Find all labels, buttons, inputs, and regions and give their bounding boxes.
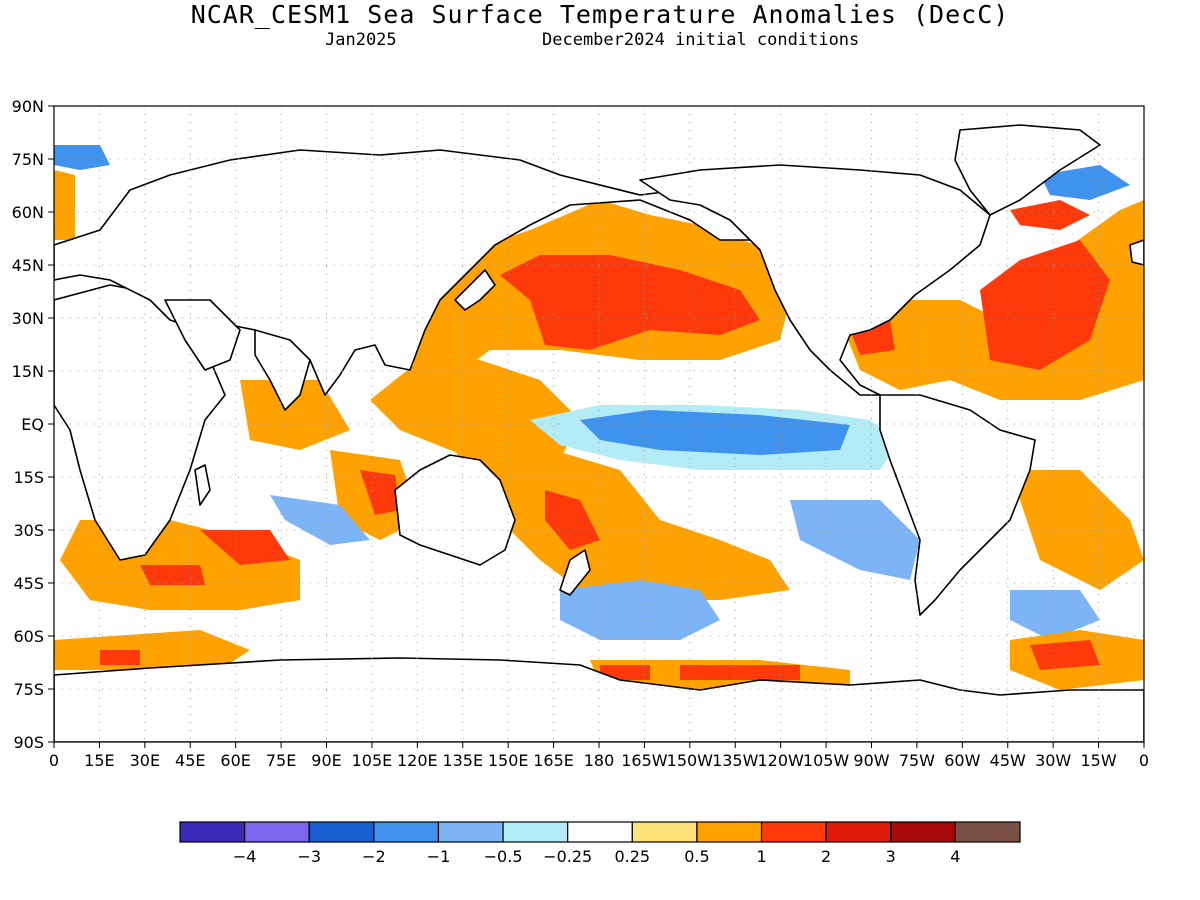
colorbar-swatch — [373, 821, 440, 843]
lon-tick-label: 90W — [853, 751, 889, 770]
lon-tick-label: 105W — [803, 751, 850, 770]
lat-tick-label: 45N — [12, 256, 44, 275]
colorbar-label: 2 — [821, 847, 831, 866]
south-america-landmass — [879, 394, 1036, 616]
colorbar-label: 3 — [886, 847, 896, 866]
lat-tick-label: 75N — [12, 150, 44, 169]
colorbar-swatch — [890, 821, 956, 843]
lat-tick-label: 15S — [13, 468, 44, 487]
lon-tick-label: 60E — [220, 751, 250, 770]
colorbar-label: 0.25 — [614, 847, 650, 866]
lon-tick-label: 150E — [488, 751, 529, 770]
lat-tick-label: EQ — [21, 415, 44, 434]
latitude-axis-labels: 90N 75N 60N 45N 30N 15N EQ 15S 30S 45S 60S 75S 90S — [12, 97, 54, 752]
lon-tick-label: 180 — [584, 751, 615, 770]
graticule — [54, 106, 1144, 742]
lon-tick-label: 45W — [990, 751, 1026, 770]
lon-tick-label: 135E — [442, 751, 483, 770]
lon-tick-label: 15E — [84, 751, 114, 770]
lon-tick-label: 75E — [266, 751, 296, 770]
lon-tick-label: 120E — [397, 751, 438, 770]
india-landmass — [254, 329, 311, 411]
lon-tick-label: 0 — [1139, 751, 1149, 770]
colorbar-swatch — [760, 821, 827, 843]
forecast-month-subtitle: Jan2025 — [325, 30, 397, 50]
colorbar-swatch — [244, 821, 310, 843]
lat-tick-label: 90S — [13, 733, 44, 752]
lon-tick-label: 15W — [1080, 751, 1116, 770]
madagascar-landmass — [194, 464, 211, 506]
colorbar-label: 4 — [950, 847, 960, 866]
new-zealand-landmass — [559, 549, 591, 596]
colorbar-swatch — [308, 821, 375, 843]
arabia-landmass — [164, 299, 241, 371]
north-america-landmass — [639, 164, 991, 396]
colorbar-swatch — [954, 821, 1021, 843]
colorbar-swatch — [437, 821, 504, 843]
colorbar-swatch — [567, 821, 633, 843]
lat-tick-label: 45S — [13, 574, 44, 593]
lat-tick-label: 15N — [12, 362, 44, 381]
colorbar-label: −4 — [233, 847, 257, 866]
lon-tick-label: 0 — [49, 751, 59, 770]
australia-landmass — [394, 454, 516, 566]
japan-landmass — [454, 269, 496, 311]
greenland-landmass — [954, 124, 1101, 216]
colorbar-swatch — [696, 821, 763, 843]
lat-tick-label: 75S — [13, 680, 44, 699]
longitude-axis-labels: 0 15E 30E 45E 60E 75E 90E 105E 120E 135E 150E 165E 1… — [49, 742, 1149, 770]
lon-tick-label: 60W — [944, 751, 980, 770]
lat-tick-label: 30S — [13, 521, 44, 540]
uk-landmass — [1129, 239, 1144, 266]
lon-tick-label: 45E — [175, 751, 205, 770]
colorbar-swatch — [825, 821, 892, 843]
antarctica-landmass — [54, 657, 1144, 742]
lon-tick-label: 120W — [757, 751, 804, 770]
colorbar-label: −2 — [362, 847, 386, 866]
colorbar-label: −0.25 — [543, 847, 592, 866]
continents — [54, 124, 1144, 742]
colorbar-swatches — [179, 821, 1021, 843]
colorbar-swatch — [502, 821, 569, 843]
lon-tick-label: 30E — [130, 751, 160, 770]
lon-tick-label: 105E — [352, 751, 393, 770]
initial-conditions-subtitle: December2024 initial conditions — [542, 30, 860, 50]
lon-tick-label: 30W — [1035, 751, 1071, 770]
plot-area — [54, 106, 1144, 742]
colorbar-label: −0.5 — [484, 847, 523, 866]
lon-tick-label: 75W — [899, 751, 935, 770]
colorbar-label: 1 — [756, 847, 766, 866]
lat-tick-label: 90N — [12, 97, 44, 116]
colorbar-swatch — [179, 821, 246, 843]
colorbar-label: −1 — [427, 847, 451, 866]
lon-tick-label: 165W — [621, 751, 668, 770]
lat-tick-label: 30N — [12, 309, 44, 328]
map-title: NCAR_CESM1 Sea Surface Temperature Anoma… — [190, 0, 1010, 29]
colorbar-swatch — [631, 821, 698, 843]
lon-tick-label: 90E — [311, 751, 341, 770]
colorbar-labels: −4 −3 −2 −1 −0.5 −0.25 0.25 0.5 1 2 3 4 — [233, 847, 961, 866]
lat-tick-label: 60S — [13, 627, 44, 646]
anomaly-field — [54, 145, 1144, 690]
lat-tick-label: 60N — [12, 203, 44, 222]
lon-tick-label: 150W — [667, 751, 714, 770]
colorbar-label: 0.5 — [684, 847, 709, 866]
lon-tick-label: 135W — [712, 751, 759, 770]
colorbar-label: −3 — [297, 847, 321, 866]
lon-tick-label: 165E — [533, 751, 574, 770]
